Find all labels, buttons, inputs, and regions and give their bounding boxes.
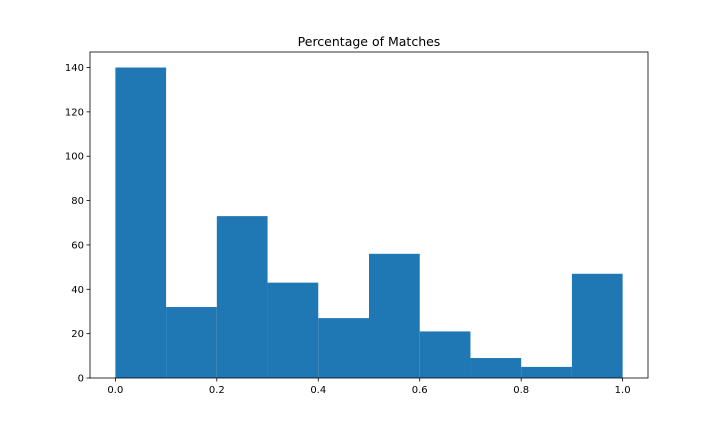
y-tick-label: 80 <box>71 196 84 207</box>
histogram-bar <box>166 307 217 378</box>
chart-title: Percentage of Matches <box>298 34 441 49</box>
x-tick-label: 0.0 <box>107 385 123 396</box>
plot-area-frame <box>89 51 649 379</box>
x-tick-label: 0.6 <box>412 385 428 396</box>
x-tick-label: 0.4 <box>310 385 326 396</box>
histogram-bar <box>571 273 623 378</box>
y-tick-label: 20 <box>71 329 84 340</box>
y-tick-label: 0 <box>78 374 84 385</box>
y-axis: 0 20 40 60 80 100 120 140 <box>65 63 90 385</box>
histogram-bar <box>419 331 471 378</box>
y-tick-label: 140 <box>65 63 84 74</box>
histogram-bar <box>318 318 369 378</box>
histogram-bar <box>115 67 167 379</box>
histogram-bar <box>521 366 572 378</box>
histogram-bar <box>216 216 268 378</box>
x-tick-label: 0.8 <box>513 385 529 396</box>
x-axis: 0.0 0.2 0.4 0.6 0.8 1.0 <box>107 378 631 396</box>
y-tick-label: 40 <box>71 285 84 296</box>
histogram-bar <box>470 358 522 378</box>
y-tick-label: 100 <box>65 152 84 163</box>
y-tick-label: 120 <box>65 107 84 118</box>
histogram-bars <box>115 67 623 379</box>
y-tick-label: 60 <box>71 240 84 251</box>
x-tick-label: 1.0 <box>615 385 631 396</box>
histogram-bar <box>369 253 420 378</box>
histogram-bar <box>267 282 319 378</box>
x-tick-label: 0.2 <box>209 385 225 396</box>
